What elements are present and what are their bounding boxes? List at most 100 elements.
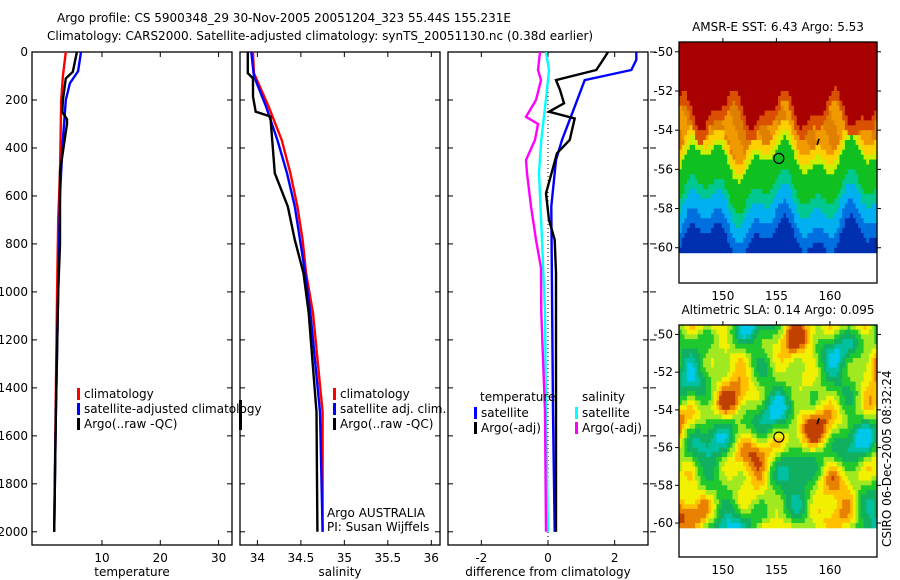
- map-cell: [866, 100, 870, 107]
- map-cell: [772, 95, 776, 102]
- map-cell: [759, 86, 763, 92]
- map-cell: [842, 198, 846, 205]
- map-cell: [743, 154, 747, 161]
- map-cell: [866, 46, 870, 53]
- map-cell: [852, 56, 857, 63]
- map-cell: [735, 66, 739, 72]
- map-cell: [834, 343, 838, 350]
- map-cell: [767, 76, 771, 82]
- map-cell: [761, 71, 766, 77]
- map-cell: [836, 381, 841, 387]
- map-cell: [681, 405, 685, 411]
- map-cell: [855, 164, 859, 170]
- map-cell: [703, 159, 707, 166]
- map-cell: [751, 61, 755, 68]
- map-cell: [729, 149, 734, 156]
- map-cell: [791, 125, 795, 131]
- map-cell: [753, 95, 758, 102]
- map-cell: [703, 405, 707, 411]
- map-cell: [721, 125, 726, 131]
- map-cell: [692, 325, 696, 331]
- map-cell: [783, 154, 787, 161]
- map-cell: [740, 367, 744, 373]
- map-cell: [839, 91, 843, 97]
- map-cell: [775, 237, 779, 244]
- map-cell: [823, 144, 827, 151]
- map-cell: [724, 362, 728, 368]
- map-cell: [719, 76, 723, 82]
- map-cell: [711, 154, 715, 161]
- map-cell: [711, 353, 715, 359]
- map-cell: [684, 42, 688, 48]
- map-cell: [753, 343, 758, 350]
- map-cell: [740, 105, 744, 112]
- map-cell: [871, 213, 875, 219]
- map-cell: [761, 110, 766, 117]
- map-cell: [740, 71, 744, 77]
- map-cell: [681, 125, 685, 131]
- map-cell: [679, 189, 683, 195]
- map-cell: [788, 61, 792, 68]
- map-cell: [732, 419, 736, 425]
- map-cell: [775, 329, 779, 335]
- map-cell: [836, 414, 841, 420]
- map-cell: [724, 358, 728, 364]
- map-cell: [684, 325, 688, 331]
- map-cell: [679, 159, 683, 166]
- x-tick-label: 36: [424, 551, 439, 565]
- map-cell: [697, 247, 701, 254]
- map-cell: [802, 358, 806, 364]
- map-cell: [812, 218, 817, 224]
- map-cell: [863, 91, 867, 97]
- map-cell: [794, 405, 798, 411]
- map-cell: [823, 81, 827, 87]
- map-cell: [834, 95, 838, 102]
- map-cell: [700, 372, 704, 378]
- map-cell: [818, 400, 822, 406]
- map-cell: [820, 343, 825, 350]
- map-cell: [780, 405, 784, 411]
- map-cell: [737, 233, 742, 239]
- map-cell: [761, 120, 766, 126]
- map-cell: [826, 325, 830, 331]
- map-cell: [756, 174, 760, 180]
- map-cell: [748, 154, 752, 161]
- map-cell: [842, 218, 846, 224]
- map-cell: [708, 135, 712, 141]
- map-cell: [874, 174, 878, 180]
- map-cell: [775, 233, 779, 239]
- map-cell: [770, 76, 774, 82]
- map-cell: [737, 56, 742, 63]
- map-cell: [711, 372, 715, 378]
- map-cell: [775, 159, 779, 166]
- map-cell: [772, 362, 776, 368]
- map-cell: [818, 149, 822, 156]
- map-cell: [812, 343, 817, 350]
- map-cell: [799, 405, 803, 411]
- map-cell: [778, 184, 782, 190]
- map-cell: [695, 218, 699, 224]
- map-cell: [705, 358, 710, 364]
- map-cell: [737, 208, 742, 214]
- map-cell: [826, 149, 830, 156]
- map-cell: [786, 159, 790, 166]
- map-cell: [780, 91, 784, 97]
- series-line-argo-adj-: [544, 52, 610, 532]
- map-cell: [858, 419, 862, 425]
- map-cell: [807, 391, 811, 397]
- map-cell: [729, 169, 734, 175]
- map-cell: [753, 362, 758, 368]
- map-cell: [681, 414, 685, 420]
- map-cell: [778, 149, 782, 156]
- map-cell: [700, 149, 704, 156]
- map-cell: [826, 339, 830, 345]
- map-cell: [708, 353, 712, 359]
- map-cell: [866, 81, 870, 87]
- map-cell: [697, 334, 701, 340]
- map-cell: [724, 372, 728, 378]
- map-cell: [684, 86, 688, 92]
- map-cell: [748, 135, 752, 141]
- map-cell: [729, 189, 734, 195]
- map-cell: [794, 154, 798, 161]
- map-cell: [850, 46, 854, 53]
